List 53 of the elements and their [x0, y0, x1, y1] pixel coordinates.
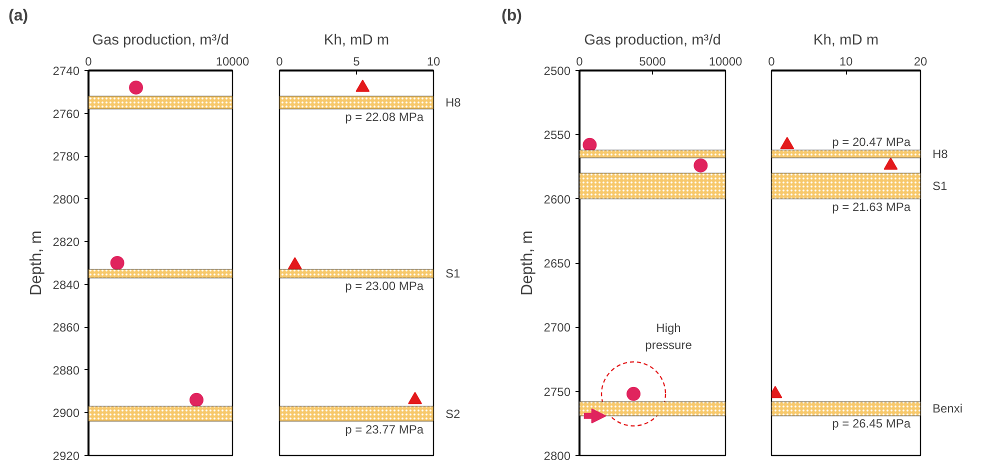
band-label: S2: [446, 406, 461, 421]
x-axis-title: Gas production, m³/d: [92, 32, 229, 48]
x-tick-label: 10000: [708, 54, 743, 68]
band-label: S1: [932, 179, 948, 193]
y-tick-label: 2650: [544, 256, 571, 270]
y-tick-label: 2740: [52, 64, 80, 78]
y-tick-label: 2860: [52, 320, 80, 335]
annotation: High pressure: [645, 321, 692, 352]
y-tick-label: 2500: [544, 64, 571, 78]
point: [694, 158, 708, 172]
y-tick-label: 2880: [52, 363, 80, 378]
y-tick-label: 2550: [544, 128, 571, 142]
x-tick-label: 0: [85, 54, 92, 68]
point: [190, 392, 204, 407]
band-label: Benxi: [932, 402, 963, 416]
y-tick-label: 2900: [52, 406, 80, 420]
y-axis-title: Depth, m: [518, 230, 536, 296]
annotation: p = 21.63 MPa: [832, 200, 911, 214]
point: [110, 256, 124, 270]
annotation: p = 23.77 MPa: [345, 422, 424, 436]
y-tick-label: 2800: [52, 192, 80, 206]
x-tick-label: 10: [839, 54, 853, 68]
x-tick-label: 20: [914, 54, 928, 68]
band-label: S1: [446, 266, 461, 281]
x-tick-label: 10000: [216, 54, 250, 68]
y-tick-label: 2700: [544, 320, 571, 335]
y-tick-label: 2760: [52, 106, 80, 121]
x-tick-label: 0: [576, 54, 584, 68]
band-label: H8: [932, 146, 948, 161]
y-tick-label: 2920: [52, 449, 80, 460]
annotation: p = 26.45 MPa: [832, 416, 911, 431]
band-label: H8: [446, 96, 462, 110]
x-axis-title: Kh, mD m: [813, 32, 879, 48]
x-tick-label: 5: [353, 54, 360, 68]
x-axis-title: Kh, mD m: [324, 32, 390, 48]
y-tick-label: 2750: [544, 384, 571, 399]
y-tick-label: 2820: [52, 235, 80, 250]
y-tick-label: 2780: [52, 150, 80, 164]
annotation: p = 23.00 MPa: [345, 278, 424, 293]
x-tick-label: 0: [768, 54, 776, 68]
y-tick-label: 2800: [544, 449, 571, 460]
x-axis-title: Gas production, m³/d: [584, 32, 721, 48]
x-tick-label: 5000: [639, 54, 666, 68]
y-tick-label: 2600: [544, 192, 571, 206]
y-axis-title: Depth, m: [28, 230, 45, 296]
x-tick-label: 10: [426, 54, 440, 68]
chart-title: (a): [8, 8, 28, 24]
y-tick-label: 2840: [52, 278, 80, 292]
annotation: p = 22.08 MPa: [345, 110, 424, 124]
point: [129, 80, 144, 95]
annotation: p = 20.47 MPa: [832, 135, 911, 150]
chart-title: (b): [502, 8, 522, 24]
x-tick-label: 0: [276, 54, 284, 68]
